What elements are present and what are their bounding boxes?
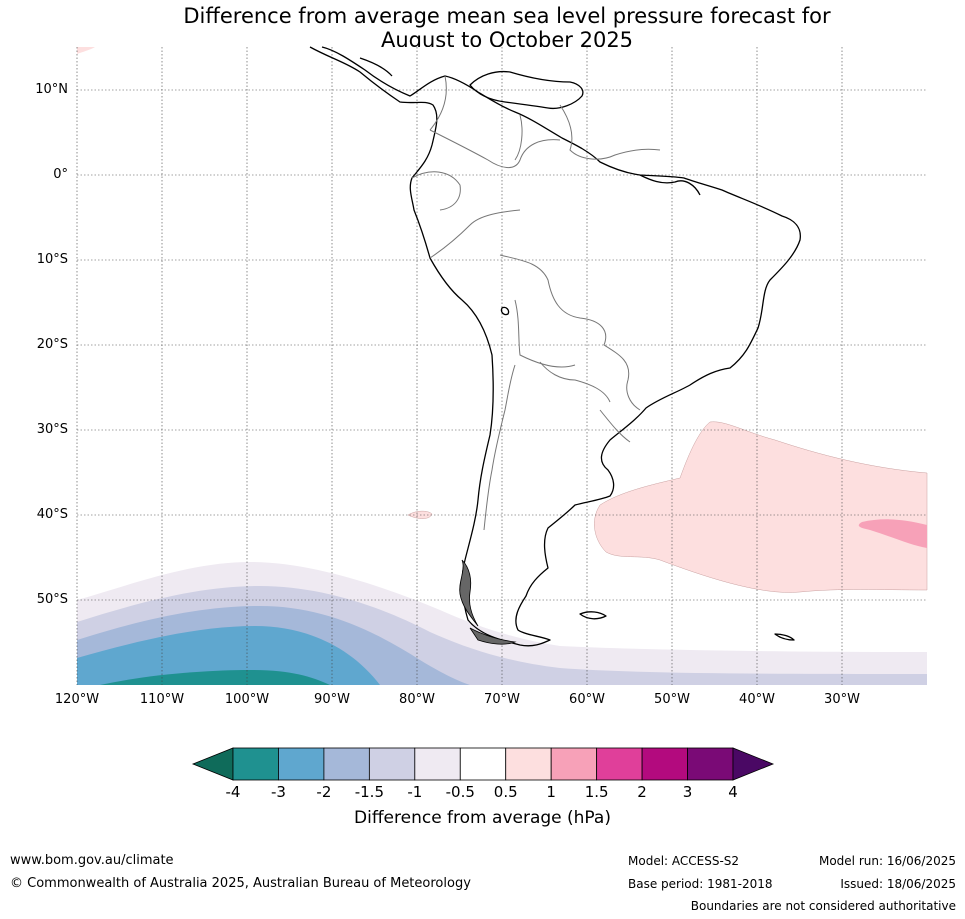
colorbar-tick-label: -2 [316, 783, 332, 801]
model-name: Model: ACCESS-S2 [628, 854, 740, 868]
colorbar-extend-high [732, 747, 775, 781]
issued-date: Issued: 18/06/2025 [840, 877, 956, 891]
colorbar-segment [459, 747, 507, 781]
colorbar-segment [368, 747, 416, 781]
colorbar-segment [278, 747, 325, 781]
amazon-delta [639, 174, 701, 196]
colorbar-tick-label: 3 [682, 783, 693, 801]
lon-label-100w: 100°W [224, 692, 270, 707]
website-link[interactable]: www.bom.gov.au/climate [10, 853, 174, 868]
country-borders [411, 75, 661, 531]
colorbar-tick-label: 1.5 [584, 783, 609, 801]
cuba-fragment [359, 57, 393, 77]
lat-label-20s: 20°S [36, 337, 68, 352]
colorbar-tick-label: -0.5 [445, 783, 475, 801]
colorbar-segment [414, 747, 461, 781]
colorbar-segment [550, 747, 598, 781]
colorbar [191, 747, 775, 781]
lake-titicaca [500, 306, 510, 316]
contour-minus-2 [77, 626, 380, 685]
lon-label-60w: 60°W [569, 692, 605, 707]
base-period: Base period: 1981-2018 [628, 877, 773, 891]
graticule [76, 47, 927, 685]
lat-label-50s: 50°S [36, 592, 68, 607]
colorbar-tick-label: -1 [407, 783, 423, 801]
contour-plus-1 [858, 519, 927, 548]
lon-label-110w: 110°W [139, 692, 185, 707]
south-georgia [774, 633, 795, 641]
caribbean-coast [469, 70, 584, 110]
lat-label-40s: 40°S [36, 507, 68, 522]
small-plus-patch-north [77, 47, 95, 54]
contour-minus-3 [100, 670, 330, 685]
model-run: Model run: 16/06/2025 [818, 854, 956, 868]
colorbar-tick-label: -1.5 [354, 783, 384, 801]
colorbar-segment [641, 747, 688, 781]
negative-anomaly-shading [77, 562, 927, 685]
lon-label-30w: 30°W [824, 692, 860, 707]
colorbar-tick-label: -4 [225, 783, 241, 801]
title-line-1: Difference from average mean sea level p… [183, 4, 831, 28]
copyright-text: © Commonwealth of Australia 2025, Austra… [10, 876, 471, 891]
lon-label-40w: 40°W [739, 692, 775, 707]
positive-anomaly-shading [77, 47, 928, 593]
lat-label-30s: 30°S [36, 422, 68, 437]
patagonia-islands [459, 559, 517, 645]
colorbar-label: Difference from average (hPa) [354, 808, 611, 828]
lon-label-50w: 50°W [654, 692, 690, 707]
colorbar-segment [687, 747, 734, 781]
colorbar-tick-label: -3 [270, 783, 286, 801]
map-title: Difference from average mean sea level p… [0, 4, 965, 52]
lon-label-90w: 90°W [314, 692, 350, 707]
colorbar-tick-label: 1 [546, 783, 556, 801]
colorbar-segment [596, 747, 643, 781]
lat-label-10n: 10°N [35, 82, 68, 97]
colorbar-tick-label: 0.5 [493, 783, 518, 801]
lon-label-70w: 70°W [484, 692, 520, 707]
lon-label-120w: 120°W [54, 692, 100, 707]
colorbar-segment [323, 747, 370, 781]
lat-label-10s: 10°S [36, 252, 68, 267]
boundaries-disclaimer: Boundaries are not considered authoritat… [690, 899, 956, 913]
colorbar-tick-label: 4 [728, 783, 738, 801]
colorbar-segment [505, 747, 552, 781]
lon-label-80w: 80°W [399, 692, 435, 707]
falkland-islands [579, 611, 607, 620]
colorbar-extend-low [191, 747, 234, 781]
colorbar-tick-label: 2 [637, 783, 647, 801]
colorbar-segment [232, 747, 279, 781]
lat-label-0: 0° [53, 167, 68, 182]
